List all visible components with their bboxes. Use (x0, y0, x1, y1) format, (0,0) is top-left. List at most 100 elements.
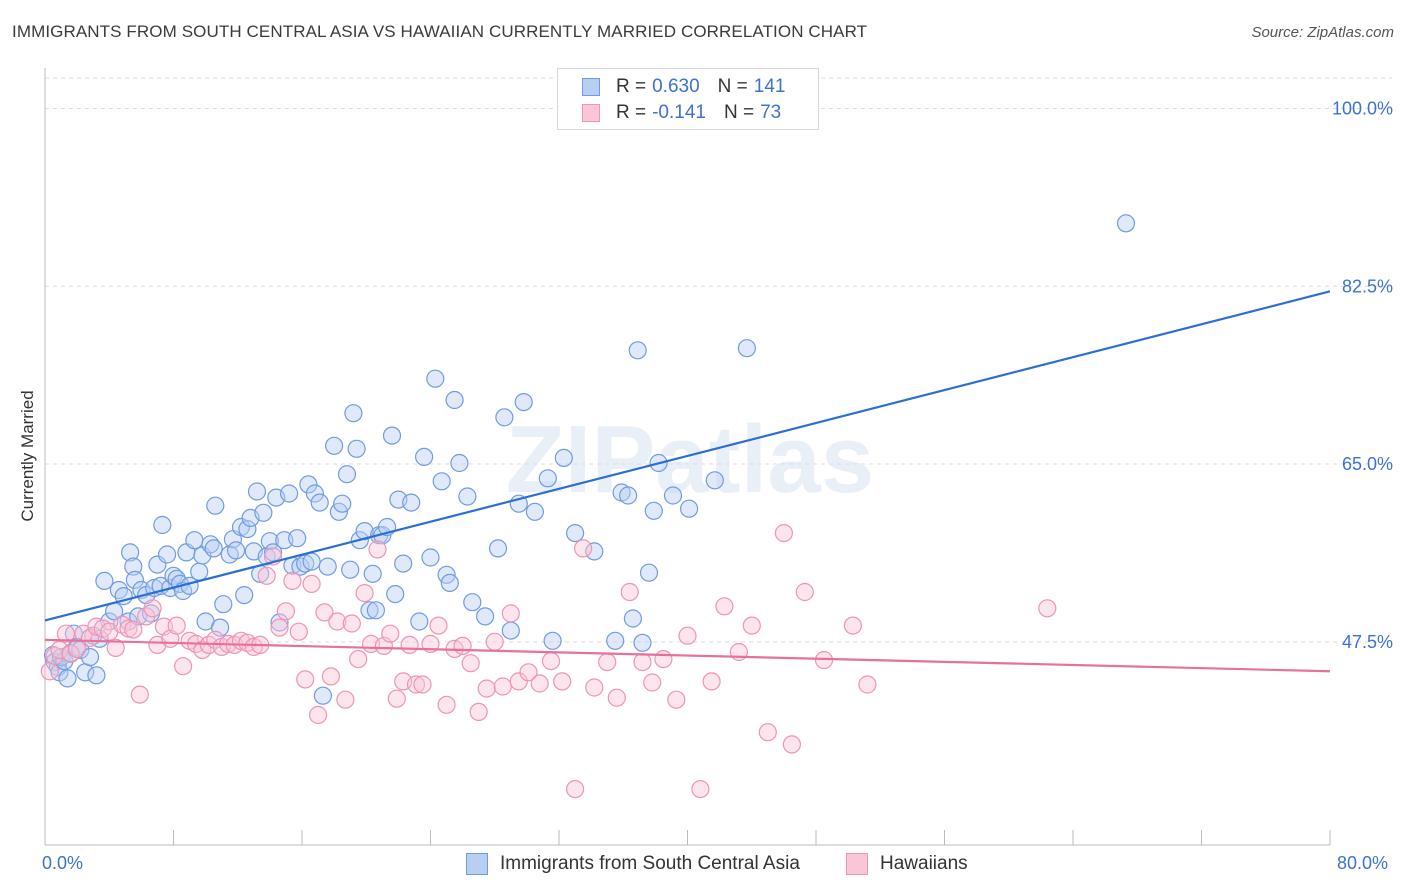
data-point (565, 523, 585, 543)
series-points-0 (43, 214, 1136, 705)
data-point (858, 675, 877, 694)
data-point (538, 469, 557, 488)
data-point (445, 390, 464, 410)
data-point (415, 447, 434, 466)
data-point (206, 496, 225, 515)
data-point (598, 652, 617, 672)
data-point (488, 539, 508, 558)
data-point (158, 545, 177, 564)
data-point (190, 562, 209, 581)
data-point (543, 631, 562, 650)
data-point (254, 503, 273, 522)
data-point (410, 612, 429, 631)
data-point (153, 515, 172, 535)
data-point (235, 585, 254, 605)
data-point (432, 472, 451, 491)
data-point (50, 640, 69, 660)
data-point (495, 408, 514, 427)
data-point (315, 603, 334, 622)
data-point (453, 636, 472, 656)
data-point (679, 499, 699, 518)
legend-r-label: R = (616, 102, 647, 123)
legend-n-label: N = (717, 76, 748, 97)
correlation-legend: R = 0.630 N = 141 R = -0.141 N = 73 (557, 68, 819, 130)
data-point (40, 662, 59, 681)
data-point (309, 705, 328, 725)
y-tick-label: 47.5% (1342, 632, 1393, 652)
data-point (288, 529, 307, 548)
data-point (214, 595, 233, 614)
legend-r-label: R = (616, 76, 647, 97)
data-point (469, 702, 488, 722)
data-point (413, 675, 432, 694)
data-point (654, 649, 673, 669)
data-point (663, 486, 683, 505)
data-point (360, 601, 379, 620)
data-point (530, 674, 549, 693)
data-points (40, 214, 1136, 799)
data-point (95, 571, 114, 591)
data-point (125, 570, 144, 590)
data-point (501, 621, 520, 640)
data-point (633, 633, 652, 652)
data-point (585, 678, 604, 697)
legend-swatch-pink (846, 853, 868, 875)
data-point (667, 690, 686, 709)
data-point (204, 539, 223, 558)
data-point (328, 612, 347, 631)
data-point (363, 564, 382, 583)
legend-n-value: 73 (760, 102, 782, 123)
data-point (737, 339, 757, 358)
data-point (565, 779, 585, 799)
data-point (843, 616, 863, 635)
trend-lines (44, 290, 1331, 673)
data-point (333, 494, 352, 513)
data-point (341, 560, 360, 579)
data-point (705, 471, 724, 490)
data-point (607, 688, 626, 707)
data-point (366, 601, 385, 620)
data-point (227, 541, 246, 560)
data-point (620, 582, 639, 602)
data-point (106, 638, 125, 658)
legend-r-value: 0.630 (652, 76, 700, 97)
data-point (347, 439, 366, 458)
data-point (280, 484, 299, 503)
y-tick-labels: 47.5% 65.0% 82.5% 100.0% (1332, 98, 1393, 651)
data-point (585, 542, 604, 561)
y-tick-label: 65.0% (1342, 454, 1393, 474)
data-point (406, 675, 426, 694)
data-point (618, 486, 638, 505)
data-point (394, 554, 413, 573)
data-point (270, 618, 289, 637)
legend-swatch-blue (582, 78, 600, 96)
data-point (283, 571, 302, 591)
data-point (514, 393, 533, 412)
series-points-1 (40, 523, 1057, 799)
data-point (260, 532, 279, 551)
data-point (349, 649, 368, 669)
legend-row-immigrants: R = 0.630 N = 141 (582, 75, 785, 99)
data-point (257, 566, 276, 585)
data-point (525, 502, 545, 521)
data-point (461, 654, 480, 673)
data-point (289, 622, 308, 641)
data-point (623, 609, 643, 628)
data-point (310, 493, 329, 512)
data-point (124, 620, 143, 639)
series-name-hawaiians: Hawaiians (880, 853, 968, 874)
data-point (87, 666, 106, 685)
data-point (606, 631, 625, 650)
data-point (402, 493, 421, 512)
data-point (628, 341, 647, 360)
trend-line (44, 290, 1331, 622)
data-point (463, 593, 482, 612)
data-point (337, 465, 357, 484)
data-point (774, 523, 794, 543)
data-point (715, 597, 734, 616)
data-point (143, 599, 162, 618)
data-point (45, 646, 64, 666)
series-legend-immigrants: Immigrants from South Central Asia (466, 851, 800, 877)
data-point (519, 663, 538, 682)
data-point (121, 543, 140, 562)
